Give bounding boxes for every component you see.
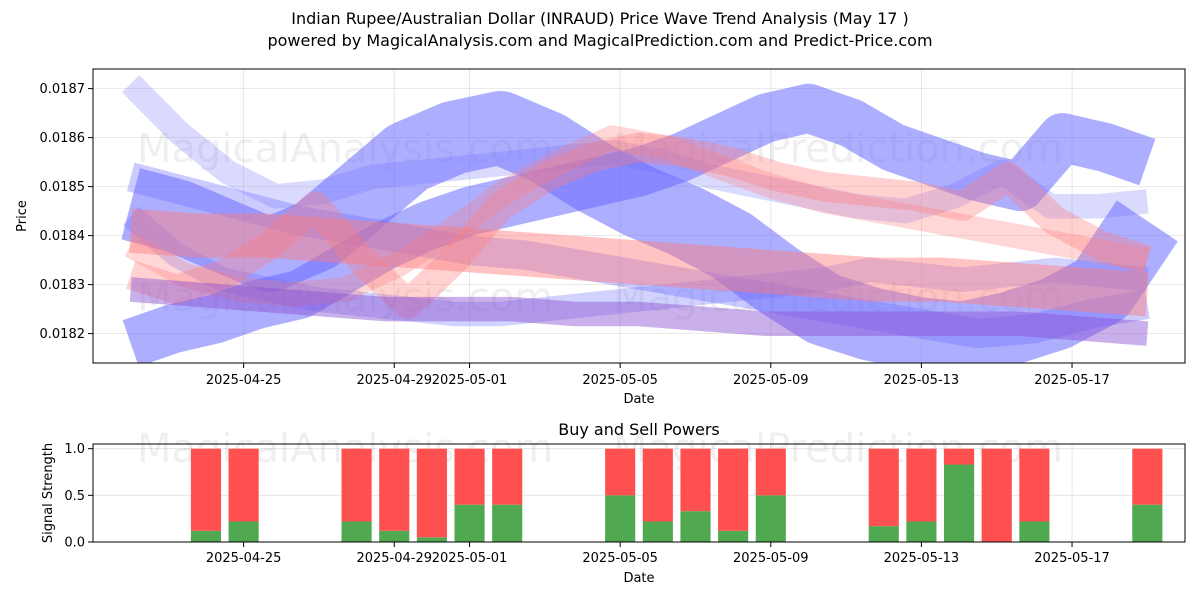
sell-bar: [454, 448, 485, 505]
power-y-tick-label: 0.5: [64, 489, 85, 504]
power-x-tick-label: 2025-04-25: [206, 551, 282, 566]
sell-bar: [868, 448, 899, 527]
price-x-tick-label: 2025-05-01: [432, 373, 508, 388]
price-wave-series-3: [121, 75, 1149, 224]
power-x-tick-label: 2025-04-29: [356, 551, 432, 566]
chart-subtitle: powered by MagicalAnalysis.com and Magic…: [267, 31, 933, 50]
sell-bar: [944, 448, 975, 465]
power-x-tick-label: 2025-05-01: [432, 551, 508, 566]
buy-bar: [605, 495, 636, 542]
buy-bar: [642, 521, 673, 542]
buy-bar: [868, 526, 899, 542]
sell-bar: [379, 448, 410, 531]
sell-bar: [755, 448, 786, 496]
power-plot-frame: [92, 443, 1186, 543]
buy-bar: [718, 530, 749, 542]
buy-bar: [906, 521, 937, 542]
buy-bar: [416, 537, 447, 542]
price-x-tick-label: 2025-05-17: [1034, 373, 1110, 388]
price-x-tick-label: 2025-05-09: [733, 373, 809, 388]
sell-bar: [1019, 448, 1050, 522]
buy-bar: [190, 530, 222, 542]
price-wave-series-4: [122, 206, 1149, 327]
price-wave-series-0: [121, 91, 1178, 363]
buy-bar: [680, 511, 711, 542]
price-wave-series-7: [124, 125, 1150, 307]
buy-bar: [1132, 504, 1163, 542]
buy-bar: [1019, 521, 1050, 542]
chart-title: Indian Rupee/Australian Dollar (INRAUD) …: [291, 9, 909, 28]
sell-bar: [492, 448, 523, 505]
sell-bar: [416, 448, 447, 538]
sell-bar: [981, 448, 1012, 542]
power-y-tick-label: 0.0: [64, 536, 85, 551]
buy-bar: [755, 495, 786, 542]
sell-bar: [906, 448, 937, 522]
price-y-tick-label: 0.0182: [40, 327, 86, 342]
price-wave-series-6: [126, 132, 1152, 319]
price-wave-series-5: [129, 208, 1149, 317]
buy-bar: [454, 504, 485, 542]
sell-bar: [680, 448, 711, 512]
power-x-tick-label: 2025-05-05: [582, 551, 658, 566]
price-x-tick-label: 2025-05-05: [582, 373, 658, 388]
power-x-axis-label: Date: [623, 571, 654, 586]
price-y-tick-label: 0.0183: [40, 278, 86, 293]
price-y-tick-label: 0.0185: [40, 180, 86, 195]
buy-bar: [492, 504, 523, 542]
sell-bar: [642, 448, 673, 522]
sell-bar: [605, 448, 636, 496]
buy-bar: [228, 521, 259, 542]
price-x-tick-label: 2025-04-25: [206, 373, 282, 388]
sell-bar: [341, 448, 372, 522]
sell-bar: [718, 448, 749, 531]
price-plot-frame: [92, 68, 1186, 364]
price-wave-series-1: [122, 83, 1156, 363]
sell-bar: [228, 448, 259, 522]
price-y-tick-label: 0.0187: [40, 82, 86, 97]
sell-bar: [1132, 448, 1163, 505]
price-wave-series-8: [129, 277, 1149, 346]
buy-bar: [379, 530, 410, 542]
price-x-tick-label: 2025-04-29: [356, 373, 432, 388]
power-y-axis-label: Signal Strength: [41, 443, 56, 543]
price-series-group: [121, 75, 1178, 363]
power-x-tick-label: 2025-05-17: [1034, 551, 1110, 566]
buy-bar: [944, 464, 975, 542]
price-x-axis-label: Date: [623, 392, 654, 407]
buy-bar: [341, 521, 372, 542]
price-wave-series-2: [126, 162, 1150, 349]
power-x-tick-label: 2025-05-13: [884, 551, 960, 566]
price-y-axis-label: Price: [15, 200, 30, 232]
power-x-tick-label: 2025-05-09: [733, 551, 809, 566]
power-chart-title: Buy and Sell Powers: [558, 420, 720, 439]
price-y-tick-label: 0.0186: [40, 131, 86, 146]
price-y-tick-label: 0.0184: [40, 229, 86, 244]
price-x-tick-label: 2025-05-13: [884, 373, 960, 388]
sell-bar: [190, 448, 222, 531]
power-y-tick-label: 1.0: [64, 442, 85, 457]
